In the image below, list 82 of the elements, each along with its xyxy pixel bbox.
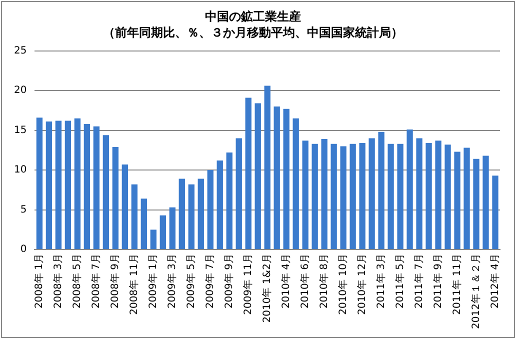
bar [444, 144, 451, 250]
y-tick-label: 5 [20, 204, 27, 216]
bar [160, 215, 166, 250]
bar [226, 152, 232, 250]
x-tick-label: 2008年 3月 [52, 254, 64, 309]
x-tick-label: 2009年 7月 [204, 254, 216, 309]
bar [178, 178, 185, 250]
bar [64, 120, 72, 250]
y-tick-label: 20 [14, 85, 27, 96]
bar [150, 230, 157, 250]
x-tick-label: 2011年 3月 [374, 254, 387, 309]
bar [330, 144, 337, 250]
y-tick-label: 25 [14, 45, 27, 56]
bar [340, 146, 346, 250]
chart-title: 中国の鉱工業生産 [205, 9, 301, 24]
x-tick-label: 2010年 1&2月 [260, 254, 273, 323]
bar [169, 207, 176, 250]
bar [131, 184, 138, 250]
bar [302, 140, 308, 250]
bar [245, 98, 252, 250]
x-tick-label: 2012年１＆２月 [470, 254, 482, 330]
bar [492, 176, 498, 250]
bar [416, 138, 422, 250]
bar [454, 152, 460, 250]
x-tick-label: 2010年 8月 [318, 254, 330, 309]
x-tick-label: 2009年 1月 [147, 254, 160, 309]
x-tick-label: 2008年 5月 [71, 254, 84, 309]
bar [198, 178, 204, 250]
x-tick-label: 2008年 9月 [109, 254, 122, 309]
y-tick-label: 10 [14, 164, 27, 176]
bar [93, 126, 100, 250]
bar [188, 184, 194, 250]
bar [74, 118, 81, 250]
bar [140, 198, 148, 250]
bar [254, 103, 261, 250]
bar [122, 164, 128, 250]
x-tick-label: 2008年 1月 [33, 254, 46, 309]
chart-subtitle: （前年同期比、％、３か月移動平均、中国国家統計局） [103, 26, 403, 40]
bar [435, 140, 442, 250]
x-tick-label: 2011年 7月 [412, 254, 425, 309]
x-tick-label: 2008年 7月 [90, 254, 102, 309]
bar [55, 120, 62, 250]
bar [264, 86, 270, 250]
bar [473, 158, 480, 250]
bar [274, 106, 280, 250]
x-tick-label: 2011年 5月 [394, 254, 406, 309]
bar [397, 144, 404, 250]
x-tick-label: 2010年 10月 [336, 254, 349, 315]
bar [378, 132, 384, 250]
y-tick-label: 15 [14, 124, 27, 136]
bar [368, 138, 375, 250]
bar [359, 143, 366, 250]
bar [482, 156, 489, 250]
x-tick-label: 2010年 12月 [356, 254, 368, 315]
bar [102, 135, 110, 250]
bar [46, 122, 52, 250]
y-tick-label: 0 [20, 244, 27, 256]
bar [84, 124, 90, 250]
x-tick-label: 2009年 3月 [166, 254, 178, 309]
x-tick-label: 2009年 11月 [242, 254, 254, 315]
x-tick-label: 2012年 4月 [488, 254, 501, 309]
bar [36, 118, 43, 250]
bar [426, 143, 432, 250]
x-tick-label: 2009年 9月 [222, 254, 235, 309]
bar [464, 148, 470, 250]
bar [321, 139, 328, 250]
x-tick-label: 2009年 5月 [184, 254, 197, 309]
x-tick-label: 2011年 9月 [432, 254, 444, 309]
x-tick-label: 2010年 6月 [298, 254, 311, 309]
x-tick-label: 2008年 11月 [128, 254, 140, 315]
bar [292, 118, 299, 250]
x-tick-label: 2011年 11月 [450, 254, 463, 315]
bar [350, 144, 356, 250]
x-tick-label: 2010年 4月 [280, 254, 292, 309]
bar [236, 138, 242, 250]
bar [312, 144, 318, 250]
bar [283, 108, 290, 250]
bar [112, 146, 119, 250]
bar [388, 144, 394, 250]
bar [406, 130, 413, 250]
bar [207, 170, 214, 250]
bar [216, 160, 223, 250]
